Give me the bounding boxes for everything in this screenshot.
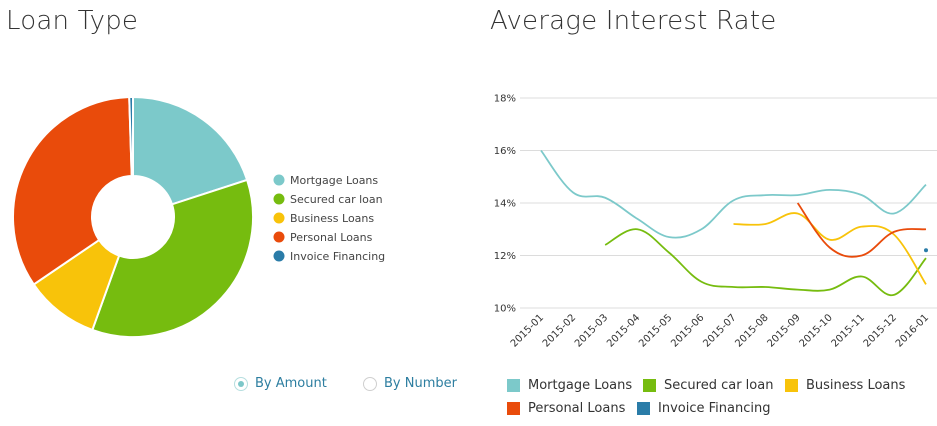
pie-slice-mortgage-loans[interactable] <box>132 95 249 206</box>
x-tick-label-2016-01: 2016-01 <box>894 312 931 349</box>
by-number-label: By Number <box>384 376 457 391</box>
line-point-invoice-financing[interactable] <box>924 248 928 253</box>
x-tick-label-2015-12: 2015-12 <box>862 312 899 349</box>
pie-legend-marker-personal-loans <box>273 231 285 243</box>
line-legend-label-personal-loans: Personal Loans <box>528 401 626 416</box>
x-tick-label-2015-08: 2015-08 <box>733 312 770 349</box>
x-tick-label-2015-04: 2015-04 <box>605 312 642 349</box>
line-legend-item-mortgage-loans[interactable]: Mortgage Loans <box>507 378 632 393</box>
line-legend-swatch-personal-loans <box>507 402 520 415</box>
line-legend-label-business-loans: Business Loans <box>806 378 906 393</box>
pie-legend-marker-secured-car-loan <box>273 193 285 205</box>
line-legend-swatch-invoice-financing <box>637 402 650 415</box>
x-tick-label-2015-10: 2015-10 <box>798 312 835 349</box>
pie-legend-label-secured-car-loan: Secured car loan <box>290 193 383 206</box>
x-tick-label-2015-03: 2015-03 <box>573 312 610 349</box>
x-tick-label-2015-09: 2015-09 <box>765 312 802 349</box>
pie-legend-label-mortgage-loans: Mortgage Loans <box>290 174 378 187</box>
pie-legend-label-personal-loans: Personal Loans <box>290 231 373 244</box>
interest-rate-title: Average Interest Rate <box>490 6 777 36</box>
y-tick-label-18: 18% <box>494 94 516 105</box>
y-tick-label-14: 14% <box>494 199 516 210</box>
pie-legend-marker-invoice-financing <box>273 250 285 262</box>
line-series-secured-car-loan[interactable] <box>604 228 927 296</box>
line-series-personal-loans[interactable] <box>796 202 927 258</box>
by-number-radio-button[interactable] <box>363 376 377 391</box>
x-tick-label-2015-05: 2015-05 <box>637 312 674 349</box>
line-legend-swatch-business-loans <box>785 379 798 392</box>
by-amount-label: By Amount <box>255 376 327 391</box>
line-legend-swatch-mortgage-loans <box>507 379 520 392</box>
line-series-business-loans[interactable] <box>733 212 927 285</box>
pie-slice-secured-car-loan[interactable] <box>91 178 254 338</box>
line-legend-item-business-loans[interactable]: Business Loans <box>785 378 905 393</box>
x-tick-label-2015-01: 2015-01 <box>509 312 546 349</box>
pie-slice-personal-loans[interactable] <box>12 96 133 286</box>
line-legend-label-mortgage-loans: Mortgage Loans <box>528 378 633 393</box>
line-legend-swatch-secured-car-loan <box>643 379 656 392</box>
pie-slice-invoice-financing[interactable] <box>128 95 134 178</box>
line-legend-item-secured-car-loan[interactable]: Secured car loan <box>643 378 773 393</box>
x-tick-label-2015-02: 2015-02 <box>541 312 578 349</box>
loan-type-title: Loan Type <box>6 6 139 36</box>
pie-legend-marker-mortgage-loans <box>273 174 285 186</box>
line-series-mortgage-loans[interactable] <box>540 149 927 239</box>
x-tick-label-2015-06: 2015-06 <box>669 312 706 349</box>
by-amount-radio-button[interactable] <box>234 376 248 391</box>
pie-legend-label-invoice-financing: Invoice Financing <box>290 250 385 263</box>
line-legend-label-secured-car-loan: Secured car loan <box>664 378 774 393</box>
by-amount-radio[interactable]: By Amount <box>234 376 327 391</box>
y-tick-label-16: 16% <box>494 146 516 157</box>
line-legend-label-invoice-financing: Invoice Financing <box>658 401 771 416</box>
line-legend-item-invoice-financing[interactable]: Invoice Financing <box>637 401 770 416</box>
pie-legend-label-business-loans: Business Loans <box>290 212 374 225</box>
by-number-radio[interactable]: By Number <box>363 376 457 391</box>
x-tick-label-2015-07: 2015-07 <box>701 312 738 349</box>
y-tick-label-12: 12% <box>494 251 516 262</box>
pie-legend-marker-business-loans <box>273 212 285 224</box>
y-tick-label-10: 10% <box>494 304 516 315</box>
line-legend-item-personal-loans[interactable]: Personal Loans <box>507 401 625 416</box>
x-tick-label-2015-11: 2015-11 <box>830 312 867 349</box>
